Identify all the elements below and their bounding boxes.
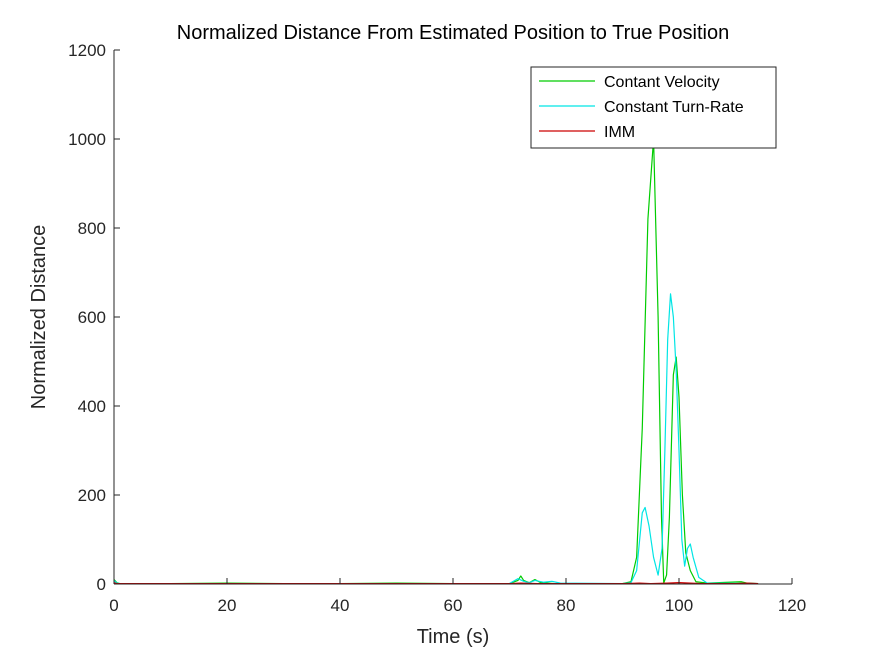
x-tick-label: 80 — [557, 596, 576, 615]
legend-label-1: Constant Turn-Rate — [604, 99, 744, 116]
x-tick-label: 0 — [109, 596, 118, 615]
y-tick-label: 600 — [78, 308, 106, 327]
y-tick-label: 400 — [78, 397, 106, 416]
legend-label-0: Contant Velocity — [604, 74, 720, 91]
x-tick-label: 20 — [218, 596, 237, 615]
x-axis-label: Time (s) — [417, 626, 490, 648]
x-tick-label: 120 — [778, 596, 806, 615]
x-tick-label: 40 — [331, 596, 350, 615]
x-tick-label: 60 — [444, 596, 463, 615]
y-tick-label: 1000 — [68, 130, 106, 149]
y-tick-label: 1200 — [68, 41, 106, 60]
legend-label-2: IMM — [604, 124, 635, 141]
y-tick-label: 200 — [78, 486, 106, 505]
legend: Contant Velocity Constant Turn-Rate IMM — [530, 66, 777, 149]
y-tick-label: 0 — [97, 575, 106, 594]
y-axis-label: Normalized Distance — [28, 225, 50, 410]
chart-title: Normalized Distance From Estimated Posit… — [177, 22, 729, 44]
x-tick-label: 100 — [665, 596, 693, 615]
y-tick-label: 800 — [78, 219, 106, 238]
